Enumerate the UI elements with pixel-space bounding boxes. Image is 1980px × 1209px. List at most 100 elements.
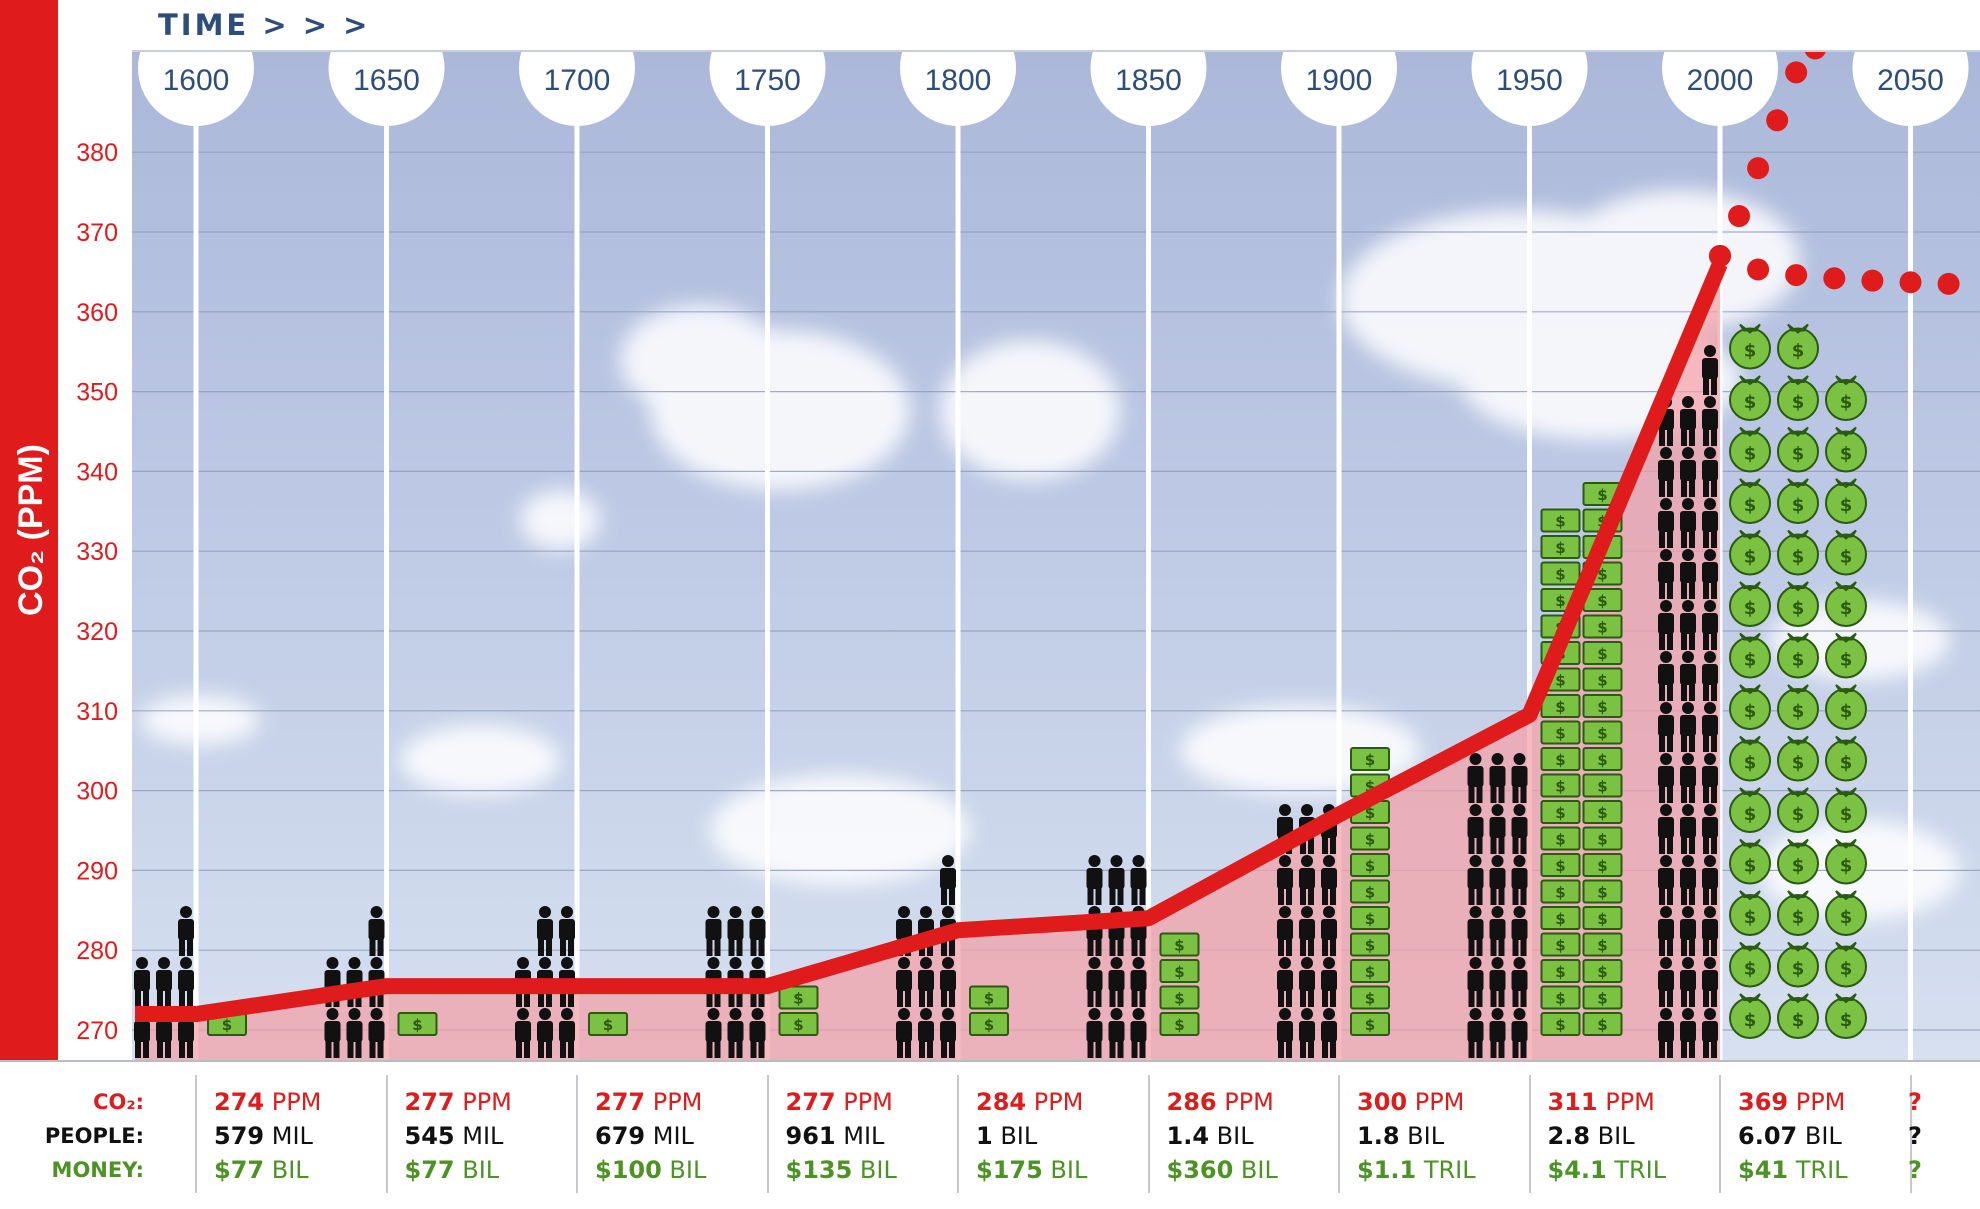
- table-top-rule: [0, 1060, 1980, 1062]
- money-bill: [1582, 1012, 1623, 1036]
- projection-dot: [1766, 109, 1789, 132]
- year-label: 2050: [1877, 64, 1944, 97]
- year-label: 1800: [925, 64, 992, 97]
- dollar-sign: $: [1597, 566, 1607, 584]
- person-icon: [1702, 651, 1718, 701]
- dollar-sign: $: [1744, 392, 1757, 413]
- dollar-sign: $: [1840, 804, 1853, 825]
- dollar-sign: $: [1840, 444, 1853, 465]
- money-bag: [1825, 997, 1867, 1039]
- people-unit: MIL: [835, 1122, 885, 1150]
- dollar-sign: $: [222, 1016, 232, 1034]
- dollar-sign: $: [1597, 592, 1607, 610]
- person-icon: [1467, 957, 1484, 1007]
- money-bill: [1540, 773, 1581, 798]
- people-number: 961: [785, 1122, 836, 1150]
- person-icon: [1702, 804, 1718, 854]
- person-icon: [1489, 855, 1506, 905]
- money-bill: [1540, 747, 1581, 771]
- chart-canvas: $ $ $ $ $ $ $ $ $ $ $ $ $ $ $ $ $ $ $ $ $ $ $ $ $ $ $ $ $ $ $ $ $ $ $ $ $ $ $ $…: [0, 0, 1980, 1060]
- person-icon: [1321, 957, 1337, 1007]
- person-icon: [1086, 1008, 1103, 1058]
- dollar-sign: $: [1840, 650, 1853, 671]
- year-label: 2000: [1687, 64, 1754, 97]
- dollar-sign: $: [1555, 804, 1565, 822]
- money-bag: [1729, 585, 1771, 627]
- money-bill: [1540, 879, 1581, 904]
- person-icon: [1321, 906, 1337, 956]
- person-icon: [1489, 957, 1506, 1007]
- money-number: $77: [214, 1156, 265, 1184]
- money-bill: [1582, 720, 1623, 745]
- money-number: $360: [1166, 1156, 1234, 1184]
- projection-dot: [1747, 157, 1770, 180]
- money-bill: [1582, 641, 1623, 665]
- person-icon: [1702, 498, 1718, 548]
- money-bag-tie: [1787, 735, 1809, 746]
- table-separator: [1338, 1075, 1340, 1193]
- co2-unit: PPM: [454, 1088, 512, 1116]
- dollar-sign: $: [1555, 698, 1565, 716]
- money-bag: [1777, 533, 1819, 576]
- dollar-sign: $: [1744, 547, 1757, 568]
- dollar-sign: $: [1792, 444, 1805, 465]
- y-tick-label: 340: [76, 458, 118, 486]
- money-bag-tie: [1787, 941, 1809, 952]
- y-tick-label: 380: [76, 139, 118, 167]
- person-icon: [1680, 702, 1696, 752]
- co2-value: 277 PPM: [786, 1085, 893, 1120]
- dollar-sign: $: [1744, 959, 1757, 980]
- money-bag-tie: [1787, 890, 1809, 901]
- money-bag-tie: [1739, 787, 1761, 798]
- money-bill: [1350, 985, 1390, 1010]
- money-bag-tie: [1739, 941, 1761, 952]
- person-icon: [1702, 906, 1718, 956]
- people-unit: BIL: [1399, 1122, 1445, 1150]
- co2-value: 284 PPM: [976, 1085, 1083, 1120]
- money-bag-tie: [1835, 735, 1857, 746]
- money-bill: [1582, 959, 1623, 983]
- money-bag-tie: [1739, 323, 1761, 334]
- projection-dot: [1937, 272, 1960, 295]
- dollar-sign: $: [1365, 884, 1375, 902]
- table-separator: [576, 1075, 578, 1193]
- dollar-sign: $: [1792, 959, 1805, 980]
- money-bill: [1582, 906, 1623, 930]
- year-tabs: 1600 1650 1700 1750 1800 1850 1900 1950 2000 2050: [132, 0, 1980, 126]
- co2-number: 277: [404, 1088, 455, 1116]
- person-icon: [134, 957, 150, 1007]
- dollar-sign: $: [1555, 884, 1565, 902]
- money-unit: TRIL: [1606, 1156, 1667, 1184]
- dollar-sign: $: [1792, 341, 1805, 362]
- people-value: 1.4 BIL: [1167, 1119, 1254, 1154]
- projection-dot: [1728, 205, 1751, 228]
- money-number: $135: [785, 1156, 853, 1184]
- money-bag: [1825, 585, 1867, 627]
- dollar-sign: $: [1555, 990, 1565, 1008]
- money-bag: [1777, 688, 1819, 730]
- person-icon: [346, 1008, 363, 1058]
- person-icon: [1702, 702, 1718, 752]
- money-bill: [1159, 1012, 1200, 1036]
- money-unit: BIL: [852, 1156, 897, 1184]
- money-bag: [1825, 894, 1867, 936]
- money-bag: [1777, 585, 1819, 627]
- co2-number: 300: [1357, 1088, 1408, 1116]
- person-icon: [537, 906, 553, 956]
- person-icon: [1658, 702, 1674, 752]
- money-unit: TRIL: [1416, 1156, 1476, 1184]
- dollar-sign: $: [1597, 831, 1607, 849]
- money-bill: [1582, 932, 1623, 957]
- money-bag-tie: [1835, 426, 1857, 437]
- money-bag: [1729, 430, 1771, 473]
- co2-value: 277 PPM: [405, 1085, 512, 1120]
- dollar-sign: $: [1365, 857, 1375, 875]
- money-bag-tie: [1835, 581, 1857, 592]
- money-bag-tie: [1739, 684, 1761, 695]
- money-bag: [1777, 379, 1819, 421]
- person-icon: [749, 1008, 766, 1058]
- dollar-sign: $: [1597, 804, 1607, 822]
- money-value: $1.1 TRIL: [1357, 1153, 1476, 1188]
- money-bill: [1540, 853, 1581, 877]
- person-icon: [1658, 549, 1674, 599]
